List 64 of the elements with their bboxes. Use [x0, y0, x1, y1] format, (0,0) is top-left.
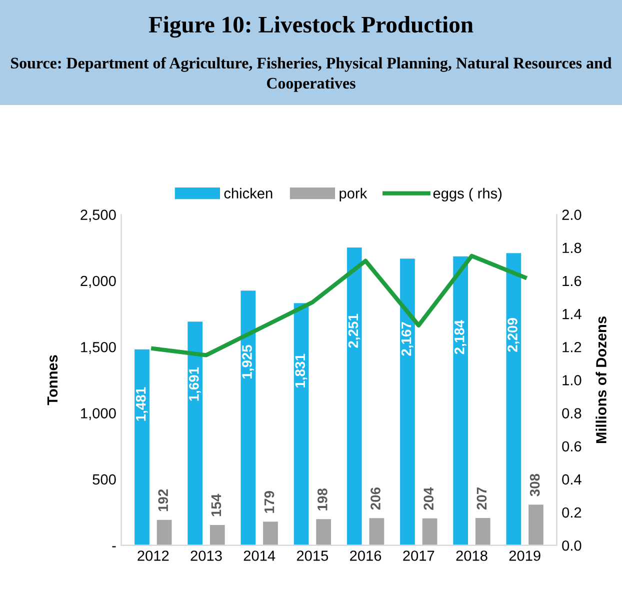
bar — [422, 518, 438, 546]
data-label: 2,209 — [508, 318, 520, 352]
legend-label: chicken — [224, 188, 272, 199]
data-label: 207 — [476, 487, 487, 510]
y2-tick-label: 0.2 — [562, 507, 582, 518]
data-label: 154 — [211, 494, 222, 516]
y-tick-label: 2,500 — [80, 210, 116, 222]
x-tick-label: 2017 — [403, 550, 434, 561]
data-label: 2,251 — [348, 314, 360, 348]
x-tick-label: 2019 — [509, 550, 540, 561]
bar — [134, 349, 150, 546]
y2-tick-label: 1.2 — [562, 342, 582, 352]
y2-tick-label: 1.8 — [562, 242, 582, 254]
data-label: 1,925 — [242, 344, 254, 378]
bar — [400, 258, 415, 546]
x-tick-label: 2016 — [350, 550, 382, 561]
y2-tick-label: 1.0 — [562, 375, 582, 386]
data-label: 308 — [530, 474, 540, 496]
chart-subtitle: Source: Department of Agriculture, Fisheries, Physical Planning, Natural Resources and Cooperatives — [11, 57, 612, 92]
bar — [316, 519, 332, 546]
data-label: 1,481 — [136, 387, 148, 421]
x-tick-label: 2014 — [244, 550, 276, 561]
y-tick-label: - — [112, 546, 116, 548]
data-label: 192 — [158, 489, 168, 512]
data-label: 1,691 — [188, 367, 201, 401]
chart-title: Figure 10: Livestock Production — [148, 16, 474, 38]
data-label: 204 — [424, 487, 434, 510]
bar — [240, 290, 256, 546]
y2-tick-label: 0.6 — [562, 441, 582, 452]
y-tick-label: 2,000 — [80, 276, 116, 288]
y2-tick-label: 1.6 — [562, 276, 582, 286]
legend-label: pork — [340, 188, 368, 202]
y2-tick-label: 2.0 — [562, 210, 582, 220]
x-tick-label: 2012 — [138, 550, 169, 561]
bar — [528, 504, 544, 546]
y2-tick-label: 1.4 — [562, 309, 582, 320]
bar — [453, 256, 468, 546]
data-label: 2,184 — [454, 320, 466, 354]
data-label: 2,167 — [401, 322, 414, 356]
bar — [210, 524, 225, 546]
bar — [263, 522, 278, 546]
data-label: 1,831 — [295, 354, 308, 388]
bar — [188, 322, 203, 546]
data-label: 179 — [264, 491, 274, 513]
bar — [346, 248, 362, 546]
x-tick-label: 2013 — [190, 550, 222, 561]
y2-tick-label: 0.4 — [562, 474, 582, 485]
bar — [506, 253, 522, 546]
bar — [294, 303, 309, 546]
y2-tick-label: 0.8 — [562, 408, 582, 418]
y-tick-label: 1,000 — [81, 408, 116, 420]
bar — [475, 518, 490, 546]
x-tick-label: 2015 — [296, 550, 328, 561]
y-tick-label: 1,500 — [81, 342, 116, 354]
bar — [156, 520, 172, 546]
legend-label: eggs ( rhs) — [433, 188, 502, 202]
data-label: 198 — [317, 488, 328, 510]
data-label: 206 — [370, 487, 380, 510]
y-axis-title: Tonnes — [47, 355, 58, 406]
y2-axis-title: Millions of Dozens — [596, 316, 606, 443]
y-tick-label: 500 — [92, 474, 116, 485]
bar — [369, 518, 384, 546]
x-tick-label: 2018 — [456, 550, 488, 561]
y2-tick-label: 0.0 — [562, 540, 582, 551]
